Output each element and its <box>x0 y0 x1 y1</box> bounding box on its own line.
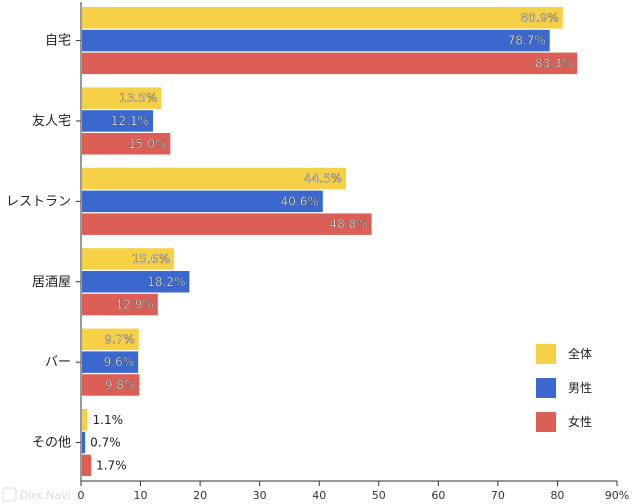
legend-label: 全体 <box>568 346 592 361</box>
bar <box>82 167 347 190</box>
bar <box>82 110 154 132</box>
legend-label: 女性 <box>568 414 592 429</box>
category-label: 友人宅 <box>32 113 71 129</box>
bar <box>82 213 372 235</box>
bar <box>82 454 92 477</box>
category-label: 自宅 <box>45 34 71 49</box>
x-tick-label: 70 <box>491 489 505 502</box>
data-label: 12.9% <box>116 298 154 312</box>
legend-swatch <box>536 378 556 398</box>
x-tick-label: 20 <box>193 489 207 502</box>
bar <box>82 87 162 109</box>
data-label: 78.7% <box>508 34 546 48</box>
x-tick-label: 30 <box>253 489 267 502</box>
bar <box>82 374 140 396</box>
bar <box>82 52 578 75</box>
legend-swatch <box>536 412 556 432</box>
data-label: 15.6% <box>132 252 170 266</box>
bar <box>82 271 190 293</box>
bar <box>82 409 88 431</box>
data-label: 15.0% <box>128 137 166 151</box>
x-tick-label: 40 <box>312 489 326 502</box>
bar <box>82 351 139 373</box>
category-label: 居酒屋 <box>32 275 71 290</box>
category-label: レストラン <box>6 194 71 209</box>
bar <box>82 328 139 351</box>
x-tick-label: 10 <box>134 489 148 502</box>
data-label: 13.5% <box>119 91 157 105</box>
x-tick-label: 50 <box>372 489 386 502</box>
bar <box>82 293 158 316</box>
data-label: 9.6% <box>104 355 135 369</box>
category-label: その他 <box>32 436 71 451</box>
x-tick-label: 0 <box>78 489 85 502</box>
legend-label: 男性 <box>568 381 592 395</box>
watermark-icon <box>2 487 17 502</box>
data-label: 48.8% <box>330 217 368 231</box>
data-label: 9.7% <box>104 332 135 346</box>
watermark-text: Diet.Navi <box>20 489 71 502</box>
data-label: 80.9% <box>521 11 559 25</box>
x-tick-label: 60 <box>431 489 445 502</box>
data-label: 83.3% <box>535 56 573 70</box>
legend-swatch <box>536 344 556 364</box>
data-label: 40.6% <box>281 194 319 208</box>
bar <box>82 190 323 213</box>
data-label: 44.5% <box>304 172 342 186</box>
data-label: 12.1% <box>111 114 149 128</box>
data-label: 9.8% <box>105 378 136 392</box>
bar <box>82 248 174 270</box>
bar <box>82 29 550 52</box>
bar <box>82 133 171 155</box>
data-label: 1.1% <box>93 413 124 427</box>
bar <box>82 431 86 454</box>
data-label: 1.7% <box>96 458 127 472</box>
x-tick-label: 90% <box>605 489 629 502</box>
category-label: バー <box>45 355 71 370</box>
data-label: 18.2% <box>147 275 185 289</box>
x-tick-label: 80 <box>550 489 564 502</box>
data-label: 0.7% <box>90 436 121 450</box>
watermark-logo <box>2 487 17 502</box>
bar <box>82 7 563 29</box>
